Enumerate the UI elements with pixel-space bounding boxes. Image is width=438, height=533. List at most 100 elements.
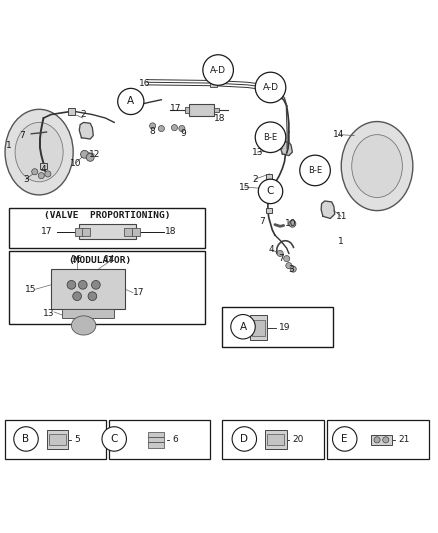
Circle shape (383, 437, 389, 443)
Text: 7: 7 (278, 254, 284, 263)
Text: 20: 20 (292, 435, 304, 445)
Text: A-D: A-D (262, 83, 279, 92)
Text: B-E: B-E (264, 133, 278, 142)
Circle shape (92, 280, 100, 289)
Bar (148, 437, 163, 442)
Circle shape (118, 88, 144, 115)
Ellipse shape (15, 123, 63, 182)
Bar (223, 306, 332, 348)
Text: 15: 15 (239, 182, 250, 191)
Bar (266, 207, 272, 213)
Bar (10, 251, 205, 324)
Bar (252, 320, 265, 336)
Bar (148, 432, 163, 437)
Bar (62, 309, 114, 318)
Circle shape (171, 125, 177, 131)
Text: B-E: B-E (308, 166, 322, 175)
Bar (124, 228, 132, 236)
Bar (46, 430, 68, 449)
Bar (263, 83, 269, 91)
Text: 16: 16 (71, 255, 83, 264)
Text: 15: 15 (25, 285, 36, 294)
Circle shape (232, 427, 257, 451)
Text: 6: 6 (172, 435, 178, 445)
Circle shape (203, 55, 233, 85)
Bar (82, 228, 90, 236)
Text: 17: 17 (170, 104, 181, 113)
Circle shape (86, 154, 94, 161)
Bar (250, 316, 267, 340)
Text: 2: 2 (80, 110, 85, 119)
Text: 13: 13 (252, 148, 263, 157)
Text: 17: 17 (132, 288, 144, 297)
Bar (109, 420, 210, 458)
Circle shape (73, 292, 81, 301)
Bar (189, 104, 214, 116)
Text: 14: 14 (104, 255, 116, 264)
Bar (79, 224, 136, 239)
Text: 14: 14 (333, 130, 345, 139)
Text: (VALVE  PROPORTIONING): (VALVE PROPORTIONING) (44, 211, 170, 220)
Text: 11: 11 (336, 212, 347, 221)
Circle shape (81, 150, 88, 158)
Text: 8: 8 (150, 127, 155, 136)
Bar (327, 420, 428, 458)
Bar (49, 434, 66, 445)
Bar (223, 420, 324, 458)
Bar (267, 434, 285, 445)
Circle shape (277, 251, 283, 256)
Text: 17: 17 (41, 227, 52, 236)
Text: 5: 5 (74, 435, 80, 445)
Circle shape (255, 122, 286, 152)
Text: 21: 21 (398, 435, 410, 445)
Ellipse shape (71, 316, 96, 335)
Text: A: A (127, 96, 134, 107)
Circle shape (231, 314, 255, 339)
Ellipse shape (341, 122, 413, 211)
Text: 2: 2 (252, 175, 258, 184)
Text: B: B (22, 434, 30, 444)
Text: C: C (110, 434, 118, 444)
Text: 19: 19 (279, 323, 291, 332)
Circle shape (255, 72, 286, 103)
Bar (214, 108, 219, 112)
Text: 7: 7 (259, 217, 265, 227)
Circle shape (374, 437, 380, 443)
Circle shape (332, 427, 357, 451)
Circle shape (290, 266, 296, 272)
Text: 3: 3 (23, 175, 29, 184)
Text: E: E (342, 434, 348, 444)
Bar (51, 269, 125, 309)
Text: 3: 3 (288, 265, 294, 274)
Circle shape (179, 125, 185, 132)
Text: 7: 7 (19, 131, 25, 140)
Polygon shape (321, 201, 335, 219)
Bar (185, 107, 189, 113)
Text: 16: 16 (139, 79, 151, 88)
Text: 13: 13 (43, 309, 54, 318)
Text: 10: 10 (70, 158, 81, 167)
Bar (148, 442, 163, 448)
Bar (265, 430, 287, 449)
Circle shape (88, 292, 97, 301)
Circle shape (14, 427, 38, 451)
Bar (210, 79, 217, 87)
Ellipse shape (352, 135, 403, 198)
Circle shape (289, 220, 296, 227)
Text: 12: 12 (89, 150, 100, 159)
Text: A: A (240, 322, 247, 332)
Bar (10, 208, 205, 248)
Circle shape (258, 179, 283, 204)
Text: 1: 1 (6, 141, 11, 150)
Text: 10: 10 (285, 219, 297, 228)
Circle shape (45, 171, 51, 177)
Bar (75, 228, 83, 236)
Circle shape (38, 173, 44, 179)
Ellipse shape (5, 109, 73, 195)
Circle shape (300, 155, 330, 185)
Bar (68, 108, 75, 115)
Bar (132, 228, 140, 236)
Polygon shape (280, 142, 292, 156)
Polygon shape (79, 123, 93, 139)
Text: (MODULATOR): (MODULATOR) (68, 256, 132, 265)
